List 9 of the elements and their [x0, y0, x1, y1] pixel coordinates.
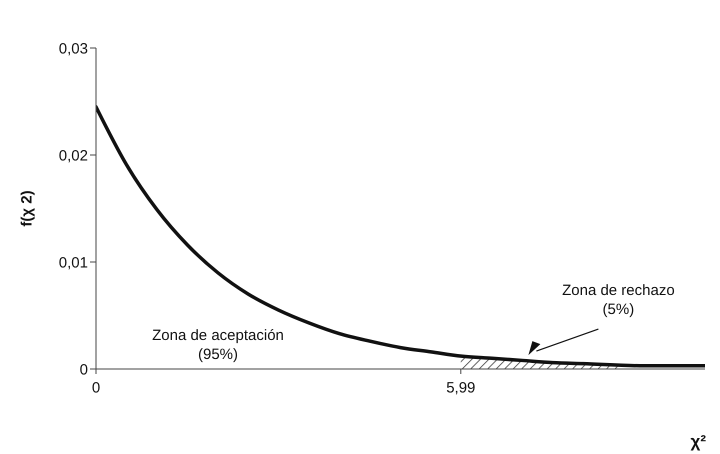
annotation: Zona de aceptación (95%): [151, 326, 285, 364]
x-tick-label: 5,99: [446, 380, 476, 397]
y-tick-label: 0,02: [58, 147, 88, 164]
y-axis-title: f(χ 2): [18, 190, 36, 227]
x-axis-title: χ²: [690, 432, 706, 452]
y-tick-label: 0,03: [58, 40, 88, 58]
y-tick-label: 0: [80, 361, 88, 378]
y-tick-label: 0,01: [58, 254, 88, 272]
annotation: Zona de rechazo (5%): [562, 282, 675, 318]
